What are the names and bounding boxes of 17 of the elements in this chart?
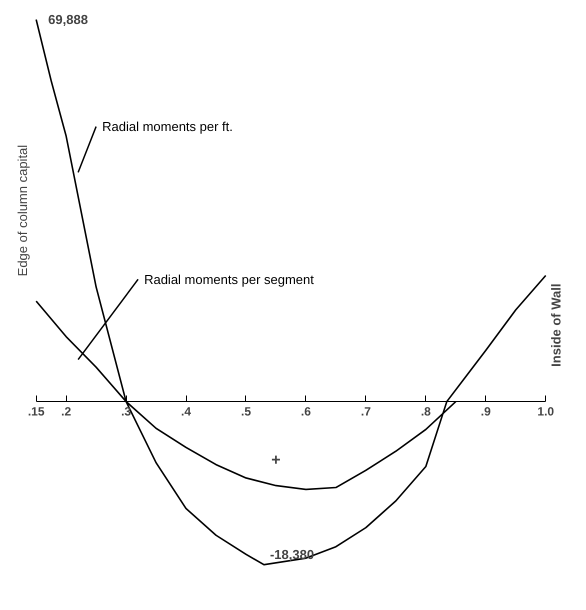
annotation: -18,380 <box>270 547 314 562</box>
x-tick-label: .15 <box>28 404 45 419</box>
annotation: 69,888 <box>48 12 88 28</box>
x-tick-label: .7 <box>360 404 372 419</box>
text: Inside of Wall <box>548 284 564 367</box>
x-tick-label: 1.0 <box>537 404 554 419</box>
x-tick-label: .2 <box>61 404 72 419</box>
x-tick-label: .5 <box>240 404 252 419</box>
x-tick-label: .8 <box>420 404 432 419</box>
text: Radial moments per ft. <box>102 119 233 134</box>
x-tick-label: .6 <box>300 404 312 419</box>
x-tick-label: .3 <box>121 404 132 419</box>
x-tick-label: .9 <box>480 404 492 419</box>
text: Edge of column capital <box>15 144 30 276</box>
x-tick-label: .4 <box>181 404 192 419</box>
annotation: + <box>271 452 281 469</box>
text: Radial moments per segment <box>144 272 314 287</box>
